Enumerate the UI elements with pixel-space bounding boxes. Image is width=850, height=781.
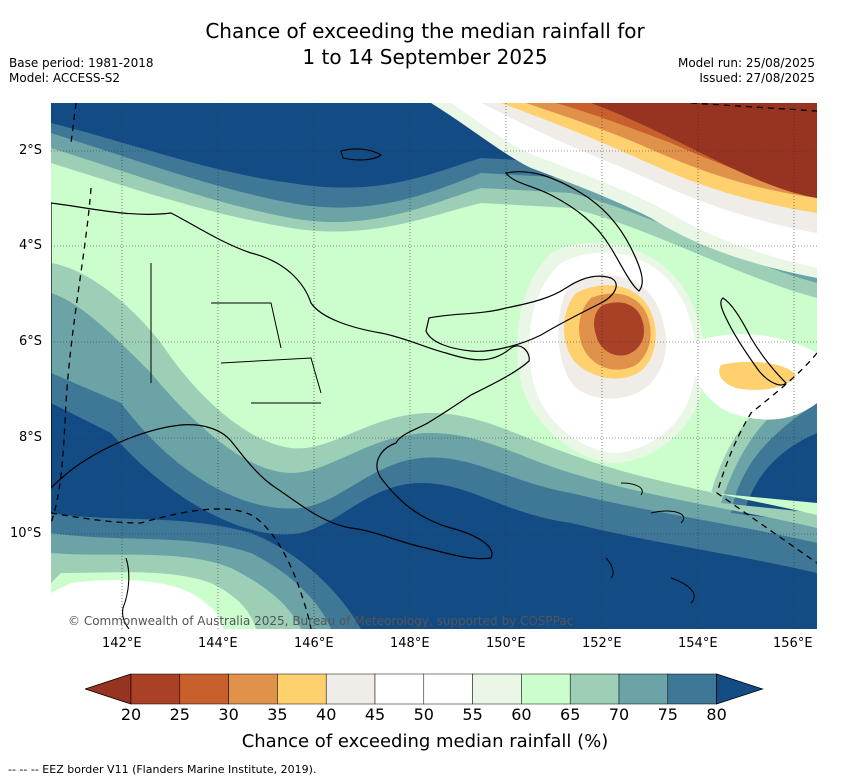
lat-label-10s: 10°S: [10, 526, 42, 541]
coastline-islands: [605, 482, 695, 604]
base-period-text: Base period: 1981-2018: [9, 56, 154, 70]
coastline-new-britain: [425, 275, 617, 352]
meta-left: Base period: 1981-2018 Model: ACCESS-S2: [9, 56, 154, 86]
field-under-20: [591, 103, 817, 198]
colorbar-cell-35: [277, 673, 327, 705]
rainfall-map: © Commonwealth of Australia 2025, Bureau…: [51, 103, 817, 629]
colorbar-label-35: 35: [267, 705, 288, 724]
map-title: Chance of exceeding the median rainfall …: [0, 18, 850, 70]
colorbar-under-arrow: [85, 673, 132, 705]
colorbar-cell-40: [325, 673, 376, 705]
meta-right: Model run: 25/08/2025 Issued: 27/08/2025: [678, 56, 815, 86]
colorbar-cell-60: [521, 673, 571, 705]
colorbar-label-65: 65: [560, 705, 581, 724]
lon-label-142e: 142°E: [102, 636, 142, 651]
colorbar-label-25: 25: [169, 705, 190, 724]
coastline-new-guinea: [51, 202, 530, 560]
field-35-se: [719, 361, 796, 390]
eez-legend-note: -- -- -- EEZ border V11 (Flanders Marine…: [8, 763, 317, 776]
colorbar-label-60: 60: [511, 705, 532, 724]
eez-borders: [51, 103, 817, 629]
colorbar-title: Chance of exceeding median rainfall (%): [241, 731, 609, 752]
colorbar-cell-70: [618, 673, 669, 705]
field-50-south: [51, 580, 223, 629]
copyright-text: © Commonwealth of Australia 2025, Bureau…: [68, 614, 574, 628]
colorbar-cell-75: [667, 673, 717, 705]
issued-text: Issued: 27/08/2025: [699, 71, 815, 85]
map-field: [51, 103, 817, 629]
province-borders: [150, 263, 322, 404]
lon-label-152e: 152°E: [582, 636, 622, 651]
colorbar-label-20: 20: [120, 705, 142, 724]
colorbar-cell-45: [374, 673, 425, 705]
coastline-new-ireland: [504, 171, 643, 292]
lon-label-148e: 148°E: [390, 636, 430, 651]
colorbar-label-75: 75: [657, 705, 678, 724]
coastline-cape-york: [122, 557, 130, 629]
lat-label-6s: 6°S: [19, 334, 43, 349]
lon-label-154e: 154°E: [678, 636, 718, 651]
lat-label-4s: 4°S: [19, 238, 43, 253]
coastline-manus: [340, 148, 382, 161]
colorbar-cell-25: [179, 673, 229, 705]
colorbar-label-30: 30: [218, 705, 239, 724]
lon-label-156e: 156°E: [773, 636, 813, 651]
graticule: [51, 103, 817, 629]
colorbar-label-70: 70: [608, 705, 630, 724]
colorbar-label-55: 55: [462, 705, 483, 724]
colorbar: [85, 673, 764, 705]
lon-label-150e: 150°E: [486, 636, 526, 651]
model-text: Model: ACCESS-S2: [9, 71, 121, 85]
lat-label-8s: 8°S: [19, 430, 43, 445]
colorbar-cell-65: [569, 673, 620, 705]
title-line-2: 1 to 14 September 2025: [302, 45, 548, 69]
lon-label-146e: 146°E: [294, 636, 334, 651]
coastline-bougainville: [720, 297, 787, 386]
colorbar-label-50: 50: [413, 705, 434, 724]
colorbar-label-40: 40: [316, 705, 337, 724]
colorbar-cell-20: [130, 673, 181, 705]
model-run-text: Model run: 25/08/2025: [677, 56, 815, 70]
lon-label-144e: 144°E: [198, 636, 238, 651]
colorbar-cell-50: [423, 673, 473, 705]
colorbar-cell-55: [472, 673, 522, 705]
lat-label-2s: 2°S: [19, 143, 43, 158]
colorbar-over-arrow: [716, 673, 764, 705]
colorbar-cell-30: [228, 673, 278, 705]
title-line-1: Chance of exceeding the median rainfall …: [205, 19, 645, 43]
colorbar-label-80: 80: [706, 705, 727, 724]
colorbar-label-45: 45: [364, 705, 386, 724]
